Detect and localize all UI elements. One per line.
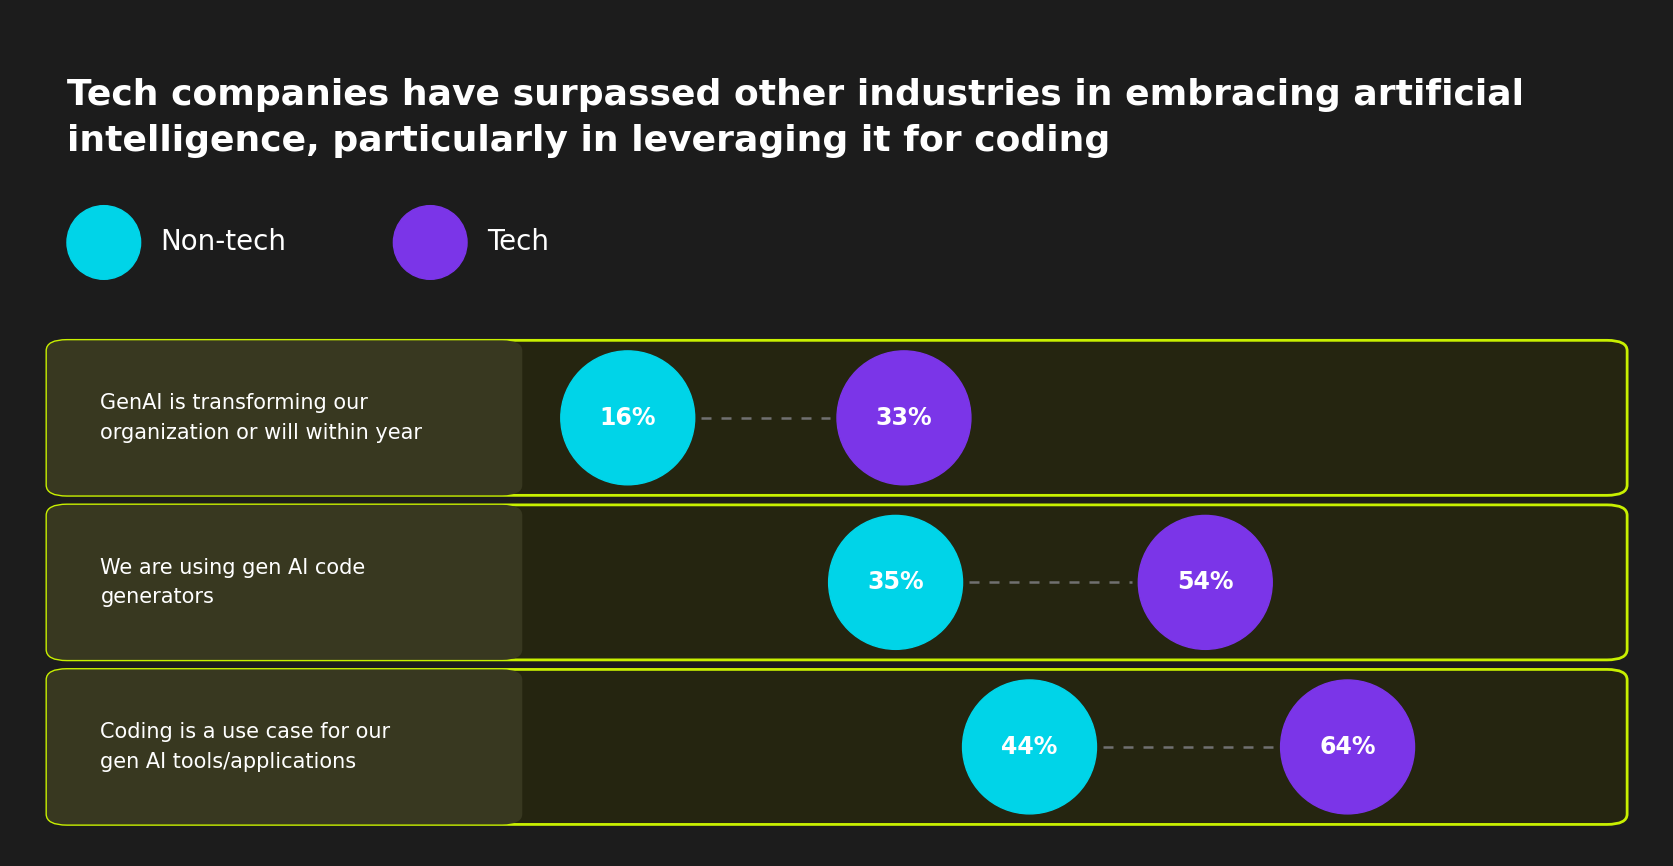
Ellipse shape bbox=[828, 515, 962, 650]
Ellipse shape bbox=[393, 205, 467, 280]
FancyBboxPatch shape bbox=[47, 669, 522, 824]
Ellipse shape bbox=[1280, 680, 1414, 814]
Text: GenAI is transforming our
organization or will within year: GenAI is transforming our organization o… bbox=[100, 393, 422, 443]
Text: 16%: 16% bbox=[599, 406, 656, 430]
Text: Tech companies have surpassed other industries in embracing artificial
intellige: Tech companies have surpassed other indu… bbox=[67, 78, 1522, 158]
FancyBboxPatch shape bbox=[47, 340, 522, 495]
Ellipse shape bbox=[962, 680, 1096, 814]
Ellipse shape bbox=[836, 351, 970, 485]
Ellipse shape bbox=[67, 205, 141, 280]
FancyBboxPatch shape bbox=[47, 505, 522, 660]
Text: Non-tech: Non-tech bbox=[161, 229, 286, 256]
Ellipse shape bbox=[1138, 515, 1271, 650]
Text: We are using gen AI code
generators: We are using gen AI code generators bbox=[100, 558, 365, 607]
Ellipse shape bbox=[560, 351, 694, 485]
Text: 35%: 35% bbox=[867, 571, 923, 594]
FancyBboxPatch shape bbox=[47, 669, 1626, 824]
Text: 64%: 64% bbox=[1318, 735, 1375, 759]
FancyBboxPatch shape bbox=[47, 340, 1626, 495]
Text: Coding is a use case for our
gen AI tools/applications: Coding is a use case for our gen AI tool… bbox=[100, 722, 390, 772]
FancyBboxPatch shape bbox=[47, 505, 1626, 660]
Text: 54%: 54% bbox=[1176, 571, 1233, 594]
Text: 44%: 44% bbox=[1000, 735, 1057, 759]
Text: 33%: 33% bbox=[875, 406, 932, 430]
Text: Tech: Tech bbox=[487, 229, 549, 256]
